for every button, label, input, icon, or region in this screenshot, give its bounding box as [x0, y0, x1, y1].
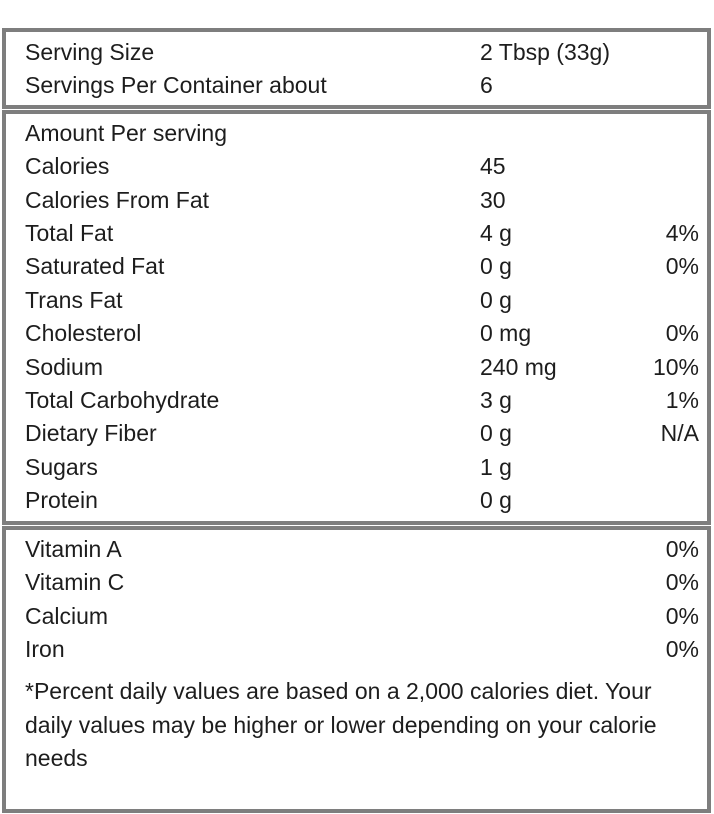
- nutrient-name: Iron: [25, 635, 65, 662]
- nutrient-name: Vitamin C: [25, 569, 125, 596]
- nutrient-percent: [611, 69, 699, 102]
- saturated-fat-row: Saturated Fat 0 g 0%: [25, 250, 699, 283]
- nutrient-value: 45: [480, 153, 506, 180]
- nutrient-name: Sodium: [25, 353, 103, 380]
- total-fat-row: Total Fat 4 g 4%: [25, 217, 699, 250]
- sugars-row: Sugars 1 g: [25, 451, 699, 484]
- vitamin-c-row: Vitamin C 0%: [25, 566, 699, 599]
- nutrient-name: Dietary Fiber: [25, 420, 157, 447]
- nutrient-percent: 0%: [665, 569, 699, 596]
- nutrient-percent: 1%: [665, 387, 699, 414]
- nutrient-percent: 10%: [652, 353, 699, 380]
- trans-fat-row: Trans Fat 0 g: [25, 284, 699, 317]
- nutrient-percent: 0%: [665, 602, 699, 629]
- daily-values-footnote: *Percent daily values are based on a 2,0…: [25, 678, 657, 772]
- nutrient-value: 0 g: [480, 487, 512, 514]
- nutrient-value: 6: [480, 72, 493, 99]
- nutrient-name: Total Fat: [25, 220, 114, 247]
- calcium-row: Calcium 0%: [25, 600, 699, 633]
- nutrient-percent: N/A: [660, 420, 699, 447]
- nutrient-percent: 4%: [665, 220, 699, 247]
- nutrient-percent: 0%: [665, 253, 699, 280]
- iron-row: Iron 0%: [25, 633, 699, 666]
- nutrient-value: 3 g: [480, 387, 512, 414]
- vitamins-section: Vitamin A 0% Vitamin C 0% Calcium 0% Iro…: [2, 525, 711, 813]
- nutrient-percent: [611, 184, 699, 217]
- nutrient-name: Calories: [25, 153, 110, 180]
- nutrition-label: Serving Size 2 Tbsp (33g) Servings Per C…: [2, 28, 711, 814]
- vitamin-a-row: Vitamin A 0%: [25, 533, 699, 566]
- nutrient-name: Calories From Fat: [25, 186, 210, 213]
- protein-row: Protein 0 g: [25, 484, 699, 517]
- nutrient-name: Protein: [25, 487, 98, 514]
- nutrient-percent: [611, 451, 699, 484]
- nutrient-value: 0 g: [480, 286, 512, 313]
- dietary-fiber-row: Dietary Fiber 0 g N/A: [25, 417, 699, 450]
- nutrient-name: Sugars: [25, 453, 98, 480]
- nutrient-value: 30: [480, 186, 506, 213]
- nutrient-name: Total Carbohydrate: [25, 387, 220, 414]
- nutrient-percent: [611, 284, 699, 317]
- calories-row: Calories 45: [25, 150, 699, 183]
- nutrient-name: Serving Size: [25, 39, 155, 65]
- nutrient-percent: 0%: [665, 320, 699, 347]
- nutrient-value: 0 g: [480, 420, 512, 447]
- nutrient-name: Calcium: [25, 602, 109, 629]
- servings-per-container-row: Servings Per Container about 6: [25, 69, 699, 102]
- nutrient-value: 4 g: [480, 220, 512, 247]
- nutrient-value: 0 g: [480, 253, 512, 280]
- nutrient-value: 2 Tbsp (33g): [480, 39, 610, 65]
- cholesterol-row: Cholesterol 0 mg 0%: [25, 317, 699, 350]
- nutrient-value: 240 mg: [480, 353, 557, 380]
- nutrient-percent: [611, 36, 699, 69]
- sodium-row: Sodium 240 mg 10%: [25, 351, 699, 384]
- nutrient-name: Saturated Fat: [25, 253, 165, 280]
- nutrient-name: Servings Per Container about: [25, 72, 327, 99]
- total-carbohydrate-row: Total Carbohydrate 3 g 1%: [25, 384, 699, 417]
- nutrient-name: Trans Fat: [25, 286, 123, 313]
- nutrient-name: Vitamin A: [25, 535, 122, 562]
- nutrient-percent: [611, 484, 699, 517]
- nutrients-section: Amount Per serving Calories 45 Calories …: [2, 109, 711, 525]
- serving-info-section: Serving Size 2 Tbsp (33g) Servings Per C…: [2, 28, 711, 109]
- nutrient-percent: 0%: [665, 535, 699, 562]
- nutrient-percent: [611, 150, 699, 183]
- nutrient-value: 0 mg: [480, 320, 532, 347]
- calories-from-fat-row: Calories From Fat 30: [25, 184, 699, 217]
- nutrient-percent: 0%: [665, 635, 699, 662]
- nutrient-value: 1 g: [480, 453, 512, 480]
- nutrient-name: Cholesterol: [25, 320, 142, 347]
- serving-size-row: Serving Size 2 Tbsp (33g): [25, 36, 699, 69]
- amount-per-serving-header: Amount Per serving: [25, 119, 227, 146]
